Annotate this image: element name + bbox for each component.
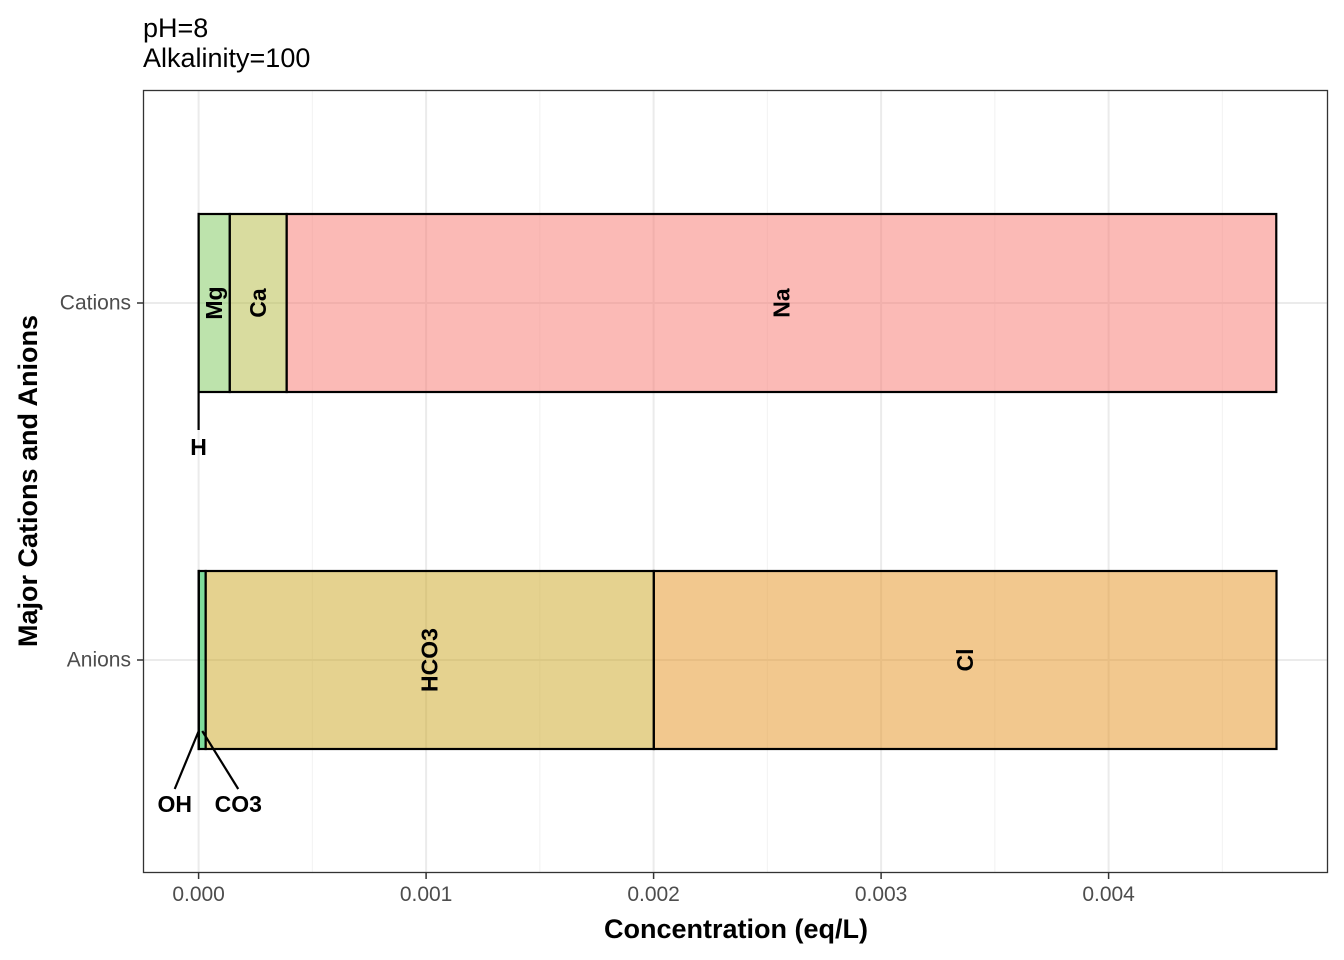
segment-label-h: H: [190, 434, 207, 460]
bars: [197, 212, 1278, 751]
y-axis: Cations Anions: [60, 292, 144, 672]
segment-label-na: Na: [768, 288, 794, 318]
segment-label-mg: Mg: [201, 286, 227, 319]
bar-segment-anions-hco3: [204, 569, 655, 751]
panel-border: [142, 89, 1329, 874]
x-tick-label: 0.001: [400, 883, 453, 906]
x-tick-label: 0.002: [627, 883, 680, 906]
label-leader-line: [173, 730, 200, 790]
y-tick-label-cations: Cations: [60, 292, 131, 315]
chart-title-line-1: pH=8: [143, 13, 208, 43]
bar-segment-cations-mg: [197, 212, 231, 394]
bar-segment-cations-na: [285, 212, 1278, 394]
segment-label-ca: Ca: [245, 288, 271, 318]
x-tick-label: 0.000: [172, 883, 225, 906]
segment-label-co3: CO3: [215, 791, 262, 817]
y-axis-title: Major Cations and Anions: [13, 315, 43, 647]
x-axis: 0.000 0.001 0.002 0.003 0.004: [172, 872, 1135, 906]
segment-label-oh: OH: [157, 791, 192, 817]
chart-title-line-2: Alkalinity=100: [143, 43, 310, 73]
grid: [144, 91, 1327, 872]
segment-label-hco3: HCO3: [417, 628, 443, 692]
chart-title: pH=8 Alkalinity=100: [143, 13, 310, 73]
x-tick-label: 0.003: [855, 883, 908, 906]
bar-segment-anions-cl: [652, 569, 1278, 751]
label-leader-line: [201, 730, 240, 790]
x-tick-label: 0.004: [1082, 883, 1135, 906]
y-tick-label-anions: Anions: [67, 649, 131, 672]
segment-label-cl: Cl: [952, 649, 978, 672]
segment-labels: Mg Ca Na H HCO3 Cl OH CO3: [157, 286, 978, 817]
x-axis-title: Concentration (eq/L): [604, 914, 868, 944]
